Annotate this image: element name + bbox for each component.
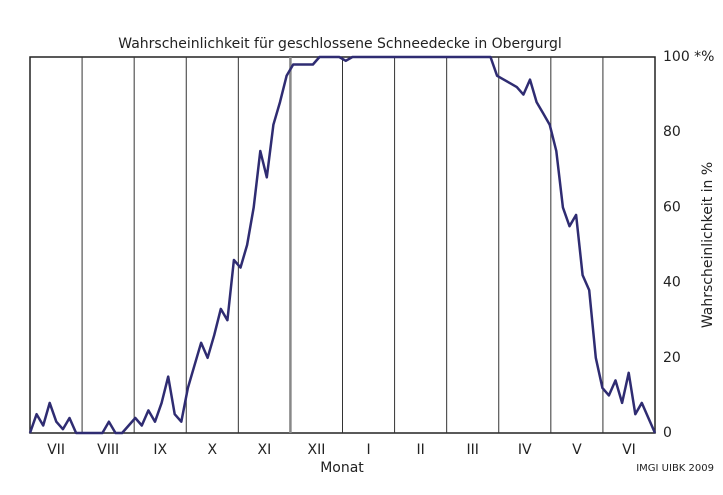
y-tick-label: 20: [663, 350, 681, 366]
y-tick-label: 100 *%: [663, 49, 714, 65]
credit: IMGI UIBK 2009: [636, 463, 714, 474]
y-tick-label: 80: [663, 124, 681, 140]
x-tick-label: XII: [308, 442, 326, 458]
data-line: [28, 55, 657, 435]
x-axis-label: Monat: [320, 460, 364, 476]
x-tick-label: I: [366, 442, 370, 458]
y-tick-label: 0: [663, 425, 672, 441]
x-tick-label: VI: [622, 442, 636, 458]
x-tick-label: XI: [258, 442, 272, 458]
y-tick-label: 40: [663, 275, 681, 291]
x-tick-label: II: [416, 442, 424, 458]
x-tick-label: X: [207, 442, 217, 458]
y-tick-label: 60: [663, 199, 681, 215]
x-tick-label: IV: [518, 442, 532, 458]
y-axis-label: Wahrscheinlichkeit in %: [700, 162, 716, 328]
x-tick-label: VII: [47, 442, 65, 458]
x-tick-label: IX: [153, 442, 167, 458]
x-tick-label: VIII: [97, 442, 119, 458]
x-tick-label: III: [467, 442, 479, 458]
chart-title: Wahrscheinlichkeit für geschlossene Schn…: [118, 36, 561, 52]
x-tick-label: V: [572, 442, 582, 458]
